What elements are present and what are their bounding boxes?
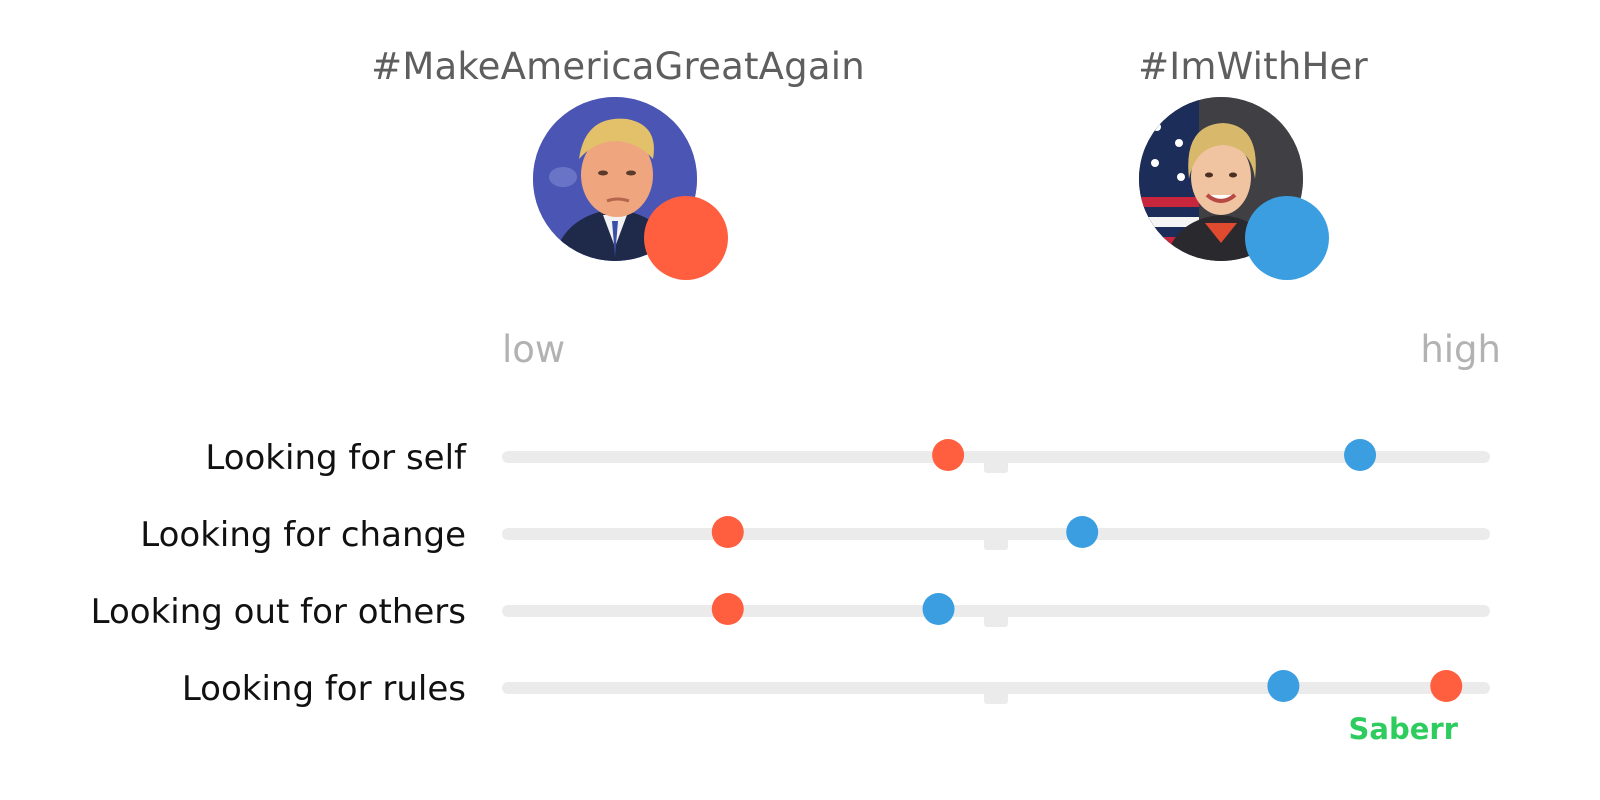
data-point-imwithher-looking-for-self: [1344, 439, 1377, 471]
data-point-imwithher-looking-for-rules: [1267, 670, 1300, 702]
midpoint-tick-looking-out-for-others: [984, 609, 1008, 627]
row-label-looking-for-self: Looking for self: [205, 438, 467, 478]
group-title-maga: #MakeAmericaGreatAgain: [371, 45, 865, 88]
brand-logo: Saberr: [1348, 712, 1459, 746]
row-label-looking-for-change: Looking for change: [140, 515, 466, 555]
data-point-maga-looking-for-change: [711, 516, 744, 548]
data-point-maga-looking-for-rules: [1430, 670, 1463, 702]
data-point-maga-looking-out-for-others: [711, 593, 744, 625]
scale-low-label: low: [502, 328, 566, 371]
data-point-maga-looking-for-self: [932, 439, 965, 471]
row-label-looking-for-rules: Looking for rules: [182, 669, 466, 709]
data-point-imwithher-looking-for-change: [1066, 516, 1099, 548]
group-title-imwithher: #ImWithHer: [1138, 45, 1368, 88]
midpoint-tick-looking-for-rules: [984, 686, 1008, 704]
man-portrait-icon: [533, 97, 697, 261]
imwithher-color-badge: [1245, 196, 1329, 280]
data-point-imwithher-looking-out-for-others: [922, 593, 955, 625]
maga-color-badge: [644, 196, 728, 280]
midpoint-tick-looking-for-self: [984, 455, 1008, 473]
midpoint-tick-looking-for-change: [984, 532, 1008, 550]
scale-high-label: high: [1420, 328, 1501, 371]
row-label-looking-out-for-others: Looking out for others: [91, 592, 466, 632]
